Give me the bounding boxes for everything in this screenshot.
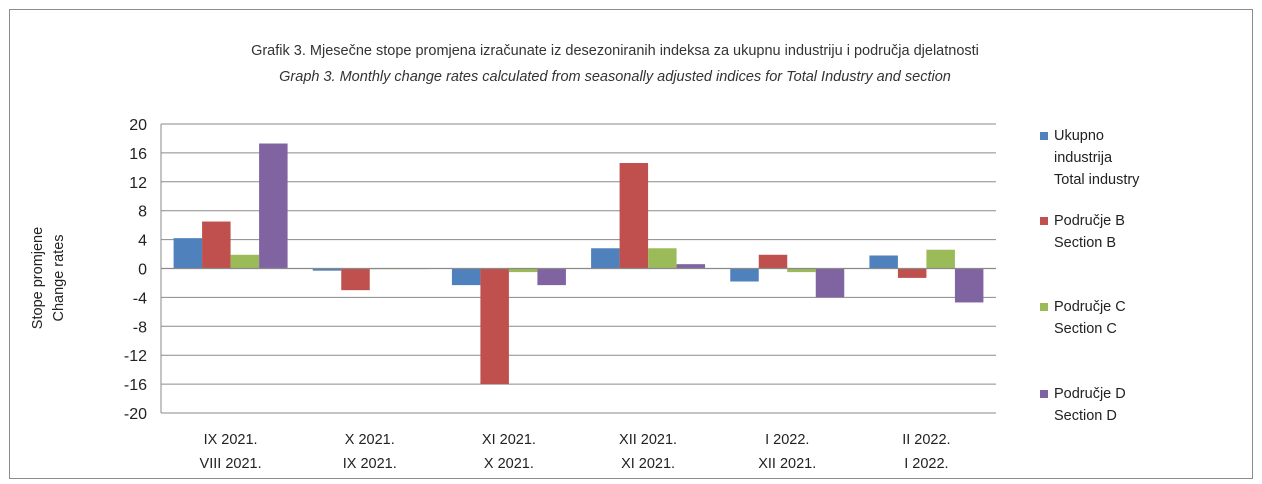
bar (730, 268, 759, 282)
bar (787, 268, 816, 273)
x-category-label: XII 2021. (758, 456, 816, 472)
x-category-label: VIII 2021. (200, 456, 262, 472)
legend-swatch (1040, 303, 1048, 311)
chart-svg: Grafik 3. Mjesečne stope promjena izraču… (30, 43, 1140, 472)
bar (758, 254, 788, 269)
y-tick-label: 4 (138, 233, 147, 250)
chart-title: Grafik 3. Mjesečne stope promjena izraču… (251, 43, 979, 59)
legend-label: Section D (1054, 408, 1117, 424)
chart-frame: Grafik 3. Mjesečne stope promjena izraču… (9, 9, 1253, 479)
bar (648, 248, 677, 269)
x-category-label: XI 2021. (621, 456, 675, 472)
legend-swatch (1040, 132, 1048, 140)
bar (259, 143, 288, 269)
x-category-label: X 2021. (345, 432, 395, 448)
legend-label: Total industry (1054, 172, 1140, 188)
y-tick-label: 20 (129, 117, 147, 134)
legend-label: industrija (1054, 150, 1113, 166)
x-category-label: IX 2021. (343, 456, 397, 472)
x-category-label: XI 2021. (482, 432, 536, 448)
y-axis-label-line: Stope promjene (30, 227, 46, 329)
x-category-label: I 2022. (765, 432, 809, 448)
x-category-labels: IX 2021. VIII 2021. X 2021. IX 2021. XI 2021… (200, 432, 951, 472)
x-category-label: I 2022. (904, 456, 948, 472)
legend-label: Područje B (1054, 213, 1125, 229)
y-tick-labels: 20 16 12 8 4 0 -4 -8 -12 -16 -20 (124, 117, 147, 423)
legend-label: Područje C (1054, 299, 1126, 315)
y-axis-label-line: Change rates (51, 234, 67, 321)
y-axis-label: Stope promjene Change rates (30, 227, 67, 329)
bar (954, 268, 984, 303)
y-tick-label: -20 (124, 406, 147, 423)
y-tick-label: -8 (133, 319, 147, 336)
bar (537, 268, 566, 286)
legend-label: Section B (1054, 235, 1116, 251)
x-category-label: II 2022. (902, 432, 950, 448)
chart-subtitle: Graph 3. Monthly change rates calculated… (279, 69, 951, 85)
bar (173, 238, 203, 269)
axes (160, 124, 996, 413)
bar (451, 268, 481, 286)
bar (480, 268, 509, 385)
bar (508, 268, 538, 273)
y-tick-label: -12 (124, 348, 147, 365)
bar (341, 268, 370, 291)
bar (591, 248, 620, 269)
legend: Ukupno industrija Total industry Područje B… (1040, 128, 1140, 424)
legend-label: Section C (1054, 321, 1117, 337)
y-tick-label: 8 (138, 204, 147, 221)
gridlines (161, 123, 996, 414)
legend-swatch (1040, 390, 1048, 398)
bar (230, 254, 260, 269)
x-category-label: X 2021. (484, 456, 534, 472)
bars (173, 143, 984, 385)
legend-label: Područje D (1054, 386, 1126, 402)
y-tick-label: 0 (138, 262, 147, 279)
y-tick-label: -16 (124, 377, 147, 394)
bar (815, 268, 845, 298)
legend-swatch (1040, 217, 1048, 225)
bar (897, 268, 927, 278)
y-tick-label: 16 (129, 146, 147, 163)
x-category-label: IX 2021. (204, 432, 258, 448)
bar (312, 268, 342, 271)
bar (926, 249, 955, 269)
bar (676, 264, 706, 269)
y-tick-label: 12 (129, 175, 147, 192)
legend-label: Ukupno (1054, 128, 1104, 144)
bar (202, 221, 231, 269)
y-tick-label: -4 (133, 290, 147, 307)
bar (619, 163, 649, 269)
x-category-label: XII 2021. (619, 432, 677, 448)
bar (869, 255, 898, 269)
